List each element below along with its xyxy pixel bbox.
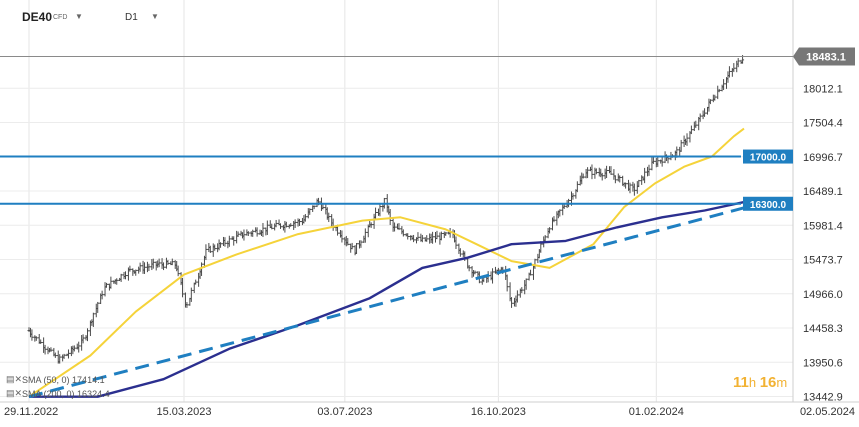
- indicator-sma50-label: SMA (50, 0): [22, 375, 70, 385]
- level-label-box: [743, 149, 793, 164]
- y-tick-label: 16996.7: [803, 152, 843, 164]
- candlesticks: [27, 55, 745, 364]
- current-price-marker: [793, 47, 855, 66]
- y-tick-label: 13950.6: [803, 357, 843, 369]
- current-price-label: 18483.1: [806, 52, 846, 64]
- y-tick-label: 14458.3: [803, 323, 843, 335]
- y-tick-label: 15473.7: [803, 255, 843, 267]
- sma50-line: [28, 127, 745, 398]
- indicator-sma200-value: 16324.4: [77, 389, 110, 399]
- timer-m-unit: m: [776, 375, 788, 390]
- y-tick-label: 18012.1: [803, 83, 843, 95]
- level-label: 17000.0: [750, 153, 787, 164]
- indicator-sma200-label: SMA (200, 0): [22, 389, 75, 399]
- level-label: 16300.0: [750, 200, 787, 211]
- indicator-settings-icon[interactable]: ▤✕: [6, 374, 23, 384]
- x-tick-label: 03.07.2023: [317, 406, 372, 418]
- indicator-sma50-value: 17414.1: [72, 375, 105, 385]
- level-label-box: [743, 196, 793, 211]
- x-tick-label: 29.11.2022: [4, 406, 58, 418]
- trendline: [28, 206, 745, 399]
- x-tick-label: 01.02.2024: [629, 406, 684, 418]
- candle-timer: 11h 16m: [733, 374, 787, 391]
- x-tick-label: 16.10.2023: [471, 406, 526, 418]
- chevron-down-icon[interactable]: ▼: [75, 12, 83, 21]
- y-tick-label: 16489.1: [803, 186, 843, 198]
- chevron-down-icon[interactable]: ▼: [151, 12, 159, 21]
- indicator-sma50[interactable]: SMA (50, 0) 17414.1: [22, 375, 105, 385]
- timer-minutes: 16: [759, 374, 777, 391]
- y-tick-label: 14966.0: [803, 289, 843, 301]
- x-tick-label: 15.03.2023: [156, 406, 211, 418]
- timeframe-selector[interactable]: D1: [125, 12, 138, 23]
- timer-hours: 11: [733, 374, 749, 391]
- indicator-settings-icon[interactable]: ▤✕: [6, 388, 23, 398]
- y-tick-label: 13442.9: [803, 392, 843, 404]
- timer-h-unit: h: [748, 375, 757, 390]
- x-tick-label: 02.05.2024: [800, 406, 855, 418]
- symbol-label[interactable]: DE40: [22, 10, 53, 24]
- indicator-sma200[interactable]: SMA (200, 0) 16324.4: [22, 389, 110, 399]
- y-tick-label: 17504.4: [803, 118, 843, 130]
- y-tick-label: 15981.4: [803, 220, 843, 232]
- instrument-type-label: CFD: [53, 14, 68, 21]
- sma200-line: [29, 200, 745, 398]
